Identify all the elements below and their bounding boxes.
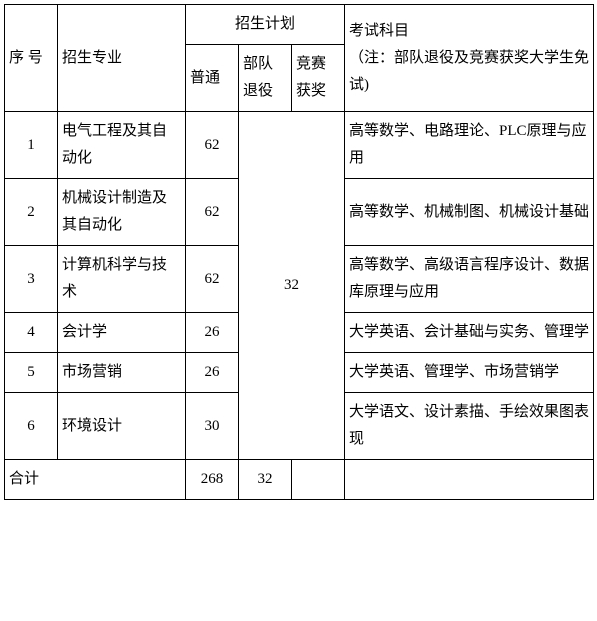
header-seq: 序 号 (5, 5, 58, 112)
header-major: 招生专业 (58, 5, 186, 112)
table-row: 1 电气工程及其自动化 62 32 高等数学、电路理论、PLC原理与应用 (5, 112, 594, 179)
cell-seq: 1 (5, 112, 58, 179)
cell-major: 计算机科学与技术 (58, 246, 186, 313)
total-retire-award: 32 (239, 460, 292, 500)
cell-normal: 62 (186, 246, 239, 313)
cell-exam: 高等数学、高级语言程序设计、数据库原理与应用 (345, 246, 594, 313)
cell-normal: 30 (186, 393, 239, 460)
total-label: 合计 (5, 460, 186, 500)
total-empty-award (292, 460, 345, 500)
cell-major: 市场营销 (58, 353, 186, 393)
cell-seq: 6 (5, 393, 58, 460)
total-row: 合计 268 32 (5, 460, 594, 500)
cell-normal: 26 (186, 313, 239, 353)
cell-normal: 62 (186, 112, 239, 179)
header-exam-note: （注：部队退役及竞赛获奖大学生免试) (349, 50, 589, 93)
header-row-1: 序 号 招生专业 招生计划 考试科目 （注：部队退役及竞赛获奖大学生免试) (5, 5, 594, 45)
total-exam (345, 460, 594, 500)
cell-seq: 3 (5, 246, 58, 313)
cell-major: 环境设计 (58, 393, 186, 460)
cell-merged-retire-award: 32 (239, 112, 345, 460)
cell-seq: 2 (5, 179, 58, 246)
cell-normal: 62 (186, 179, 239, 246)
cell-seq: 4 (5, 313, 58, 353)
header-plan-retire: 部队退役 (239, 45, 292, 112)
header-exam-title: 考试科目 (349, 23, 409, 39)
header-plan-normal: 普通 (186, 45, 239, 112)
cell-exam: 高等数学、电路理论、PLC原理与应用 (345, 112, 594, 179)
cell-exam: 大学英语、会计基础与实务、管理学 (345, 313, 594, 353)
cell-seq: 5 (5, 353, 58, 393)
header-plan-group: 招生计划 (186, 5, 345, 45)
header-plan-award: 竞赛获奖 (292, 45, 345, 112)
header-exam: 考试科目 （注：部队退役及竞赛获奖大学生免试) (345, 5, 594, 112)
cell-exam: 高等数学、机械制图、机械设计基础 (345, 179, 594, 246)
cell-major: 电气工程及其自动化 (58, 112, 186, 179)
cell-exam: 大学英语、管理学、市场营销学 (345, 353, 594, 393)
admissions-table: 序 号 招生专业 招生计划 考试科目 （注：部队退役及竞赛获奖大学生免试) 普通… (4, 4, 594, 500)
cell-normal: 26 (186, 353, 239, 393)
cell-major: 机械设计制造及其自动化 (58, 179, 186, 246)
cell-major: 会计学 (58, 313, 186, 353)
cell-exam: 大学语文、设计素描、手绘效果图表现 (345, 393, 594, 460)
total-normal: 268 (186, 460, 239, 500)
